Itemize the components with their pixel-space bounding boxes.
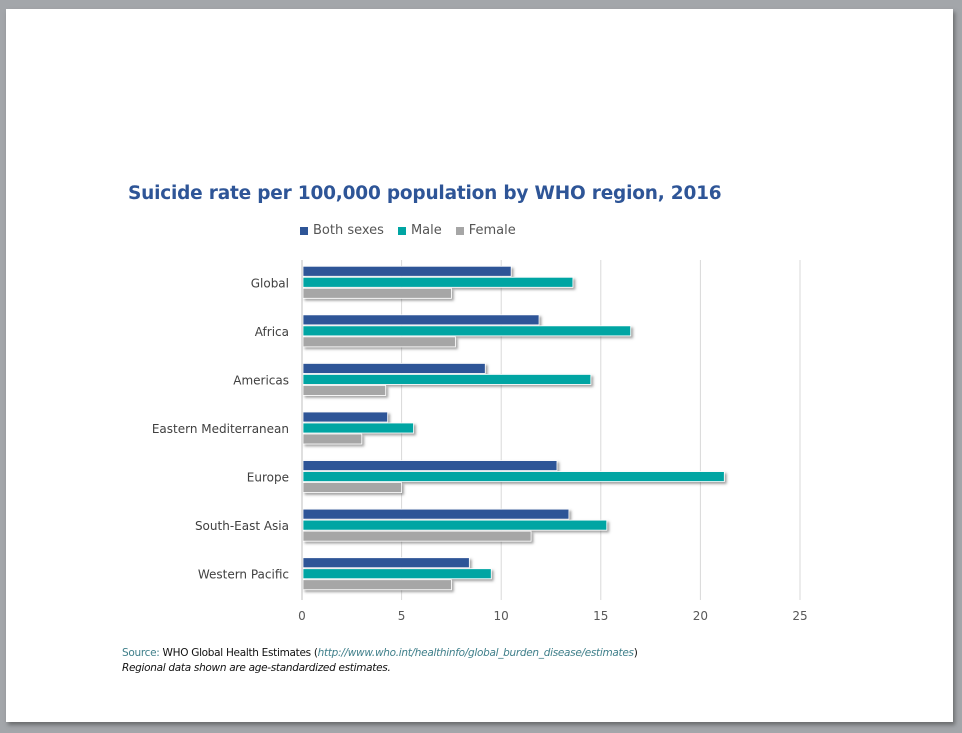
source-label: Source: [122, 647, 160, 659]
category-label: Western Pacific [198, 568, 289, 582]
bar-female [302, 482, 402, 493]
chart-title: Suicide rate per 100,000 population by W… [128, 183, 722, 204]
x-tick-label: 25 [792, 609, 807, 623]
bar-both-sexes [302, 411, 389, 423]
category-label: South-East Asia [195, 519, 289, 533]
legend-label-female: Female [468, 223, 516, 238]
source-close: ) [633, 647, 638, 659]
legend-swatch-both-sexes [300, 226, 308, 235]
bar-male [302, 422, 414, 434]
bar-female [302, 579, 452, 591]
source-line: Source: WHO Global Health Estimates (htt… [122, 647, 638, 659]
bar-both-sexes [302, 363, 486, 374]
bar-male [302, 519, 608, 531]
bar-female [302, 385, 387, 396]
bar-male [302, 568, 492, 580]
x-tick-label: 15 [593, 609, 608, 623]
category-label: Global [251, 276, 289, 290]
category-label: Africa [255, 325, 289, 339]
x-tick-label: 5 [398, 609, 406, 623]
bar-both-sexes [302, 314, 540, 326]
x-tick-label: 10 [494, 609, 509, 623]
chart-legend: Both sexes Male Female [300, 223, 516, 238]
bar-male [302, 471, 725, 482]
bar-female [302, 287, 452, 299]
bar-both-sexes [302, 557, 470, 569]
bar-female [302, 433, 363, 445]
bar-female [302, 336, 456, 348]
bar-both-sexes [302, 265, 512, 277]
legend-item-male: Male [397, 223, 442, 238]
category-label: Americas [233, 373, 289, 387]
x-tick-label: 0 [298, 609, 306, 623]
legend-item-both-sexes: Both sexes [300, 223, 384, 238]
legend-label-male: Male [410, 223, 442, 238]
bar-both-sexes [302, 508, 570, 520]
legend-label-both-sexes: Both sexes [313, 223, 384, 238]
x-tick-label: 20 [693, 609, 708, 623]
bar-male [302, 276, 574, 288]
bar-male [302, 374, 592, 385]
category-label: Eastern Mediterranean [152, 422, 289, 436]
bar-male [302, 325, 632, 337]
footnote: Regional data shown are age-standardized… [122, 662, 391, 674]
legend-item-female: Female [455, 223, 516, 238]
bar-both-sexes [302, 460, 558, 471]
legend-swatch-male [397, 226, 406, 235]
source-url-link[interactable]: http://www.who.int/healthinfo/global_bur… [317, 647, 634, 659]
legend-swatch-female [455, 226, 464, 235]
bar-female [302, 530, 532, 542]
category-label: Europe [247, 471, 289, 485]
source-text: WHO Global Health Estimates ( [159, 647, 318, 659]
